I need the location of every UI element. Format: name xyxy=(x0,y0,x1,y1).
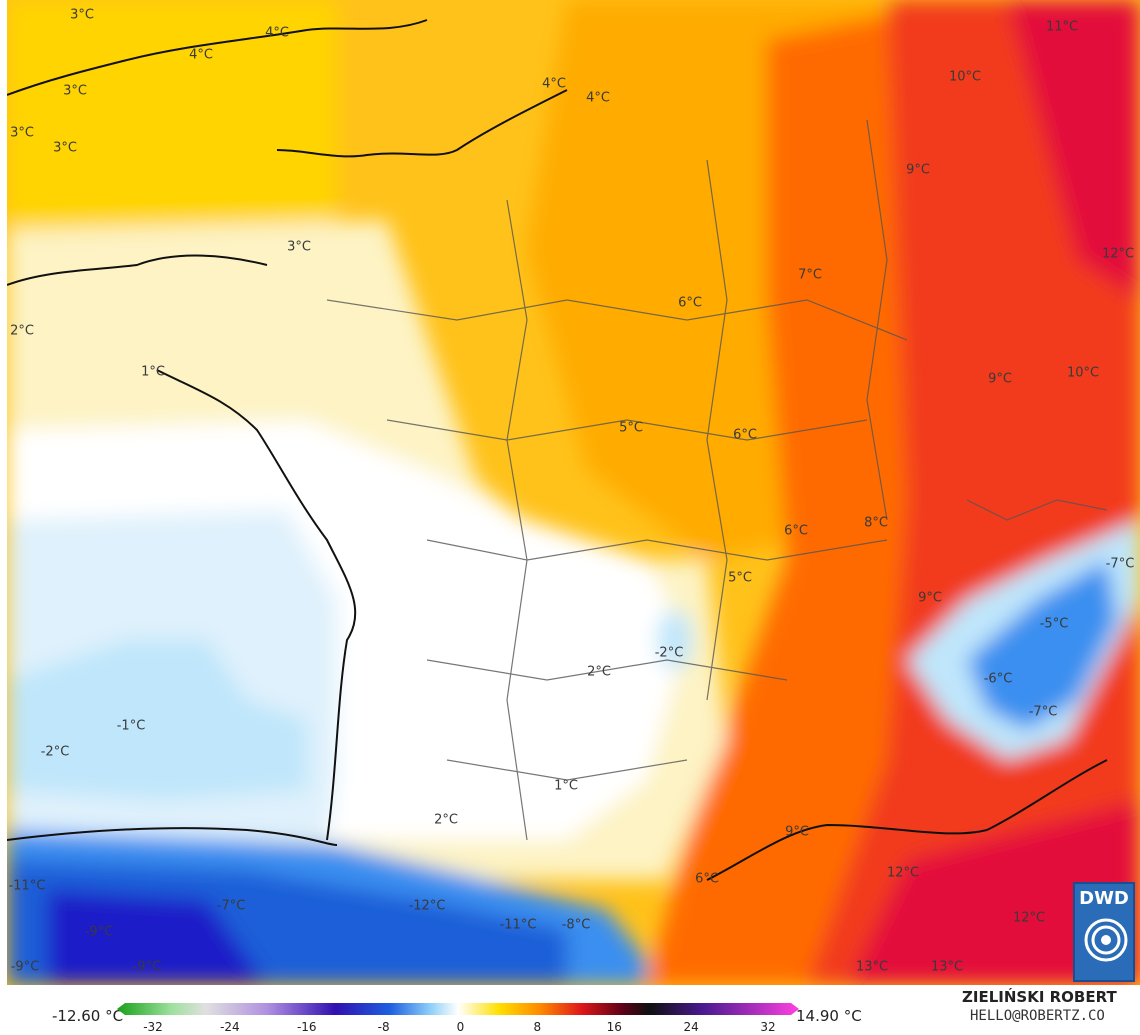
temperature-label: 2°C xyxy=(434,812,458,828)
temperature-label: 12°C xyxy=(1012,910,1046,926)
temperature-label: 2°C xyxy=(10,323,34,339)
colorbar-tick-label: -24 xyxy=(220,1020,240,1034)
dwd-logo: DWD xyxy=(1073,882,1135,982)
temperature-label: -11°C xyxy=(499,917,537,933)
temperature-label: -1°C xyxy=(116,718,146,734)
temperature-label: 13°C xyxy=(855,959,889,975)
author-email: HELLO@ROBERTZ.CO xyxy=(970,1008,1105,1024)
temperature-label: 6°C xyxy=(784,523,808,539)
temperature-label: 5°C xyxy=(619,420,643,436)
temperature-label: 6°C xyxy=(678,295,702,311)
temperature-label: 3°C xyxy=(53,140,77,156)
temperature-label: 4°C xyxy=(265,25,289,41)
colorbar-tick-label: 16 xyxy=(606,1020,622,1034)
temperature-label: -5°C xyxy=(1039,616,1069,632)
temperature-label: 9°C xyxy=(785,824,809,840)
temperature-label: 12°C xyxy=(886,865,920,881)
temperature-label: 3°C xyxy=(70,7,94,23)
temperature-label: -7°C xyxy=(216,898,246,914)
temperature-label: -8°C xyxy=(561,917,591,933)
colorbar-tick-label: 0 xyxy=(456,1020,465,1034)
temperature-label: 8°C xyxy=(864,515,888,531)
temperature-label: 6°C xyxy=(733,427,757,443)
colorbar-tick-label: 8 xyxy=(533,1020,542,1034)
author-credit: ZIELIŃSKI ROBERT xyxy=(962,988,1117,1006)
temperature-label: -2°C xyxy=(654,645,684,661)
temperature-label: 3°C xyxy=(287,239,311,255)
temperature-label: 1°C xyxy=(554,778,578,794)
temperature-label: 10°C xyxy=(1066,365,1100,381)
temperature-label: 4°C xyxy=(189,47,213,63)
colorbar xyxy=(117,1003,799,1015)
temperature-label: 2°C xyxy=(587,664,611,680)
legend-max-label: 14.90 °C xyxy=(796,1007,862,1025)
temperature-label: 13°C xyxy=(930,959,964,975)
temperature-label: 10°C xyxy=(948,69,982,85)
temperature-label: -7°C xyxy=(1105,556,1135,572)
colorbar-tick-label: 24 xyxy=(683,1020,699,1034)
temperature-label: 9°C xyxy=(988,371,1012,387)
temperature-label: 4°C xyxy=(542,76,566,92)
temperature-label: -6°C xyxy=(983,671,1013,687)
colorbar-tick-label: -8 xyxy=(377,1020,390,1034)
temperature-label: 3°C xyxy=(63,83,87,99)
temperature-label: -2°C xyxy=(40,744,70,760)
swirl-icon xyxy=(1084,918,1128,962)
temperature-map xyxy=(7,0,1140,985)
temperature-label: 9°C xyxy=(906,162,930,178)
colorbar-tick-label: 32 xyxy=(760,1020,776,1034)
temperature-label: 9°C xyxy=(918,590,942,606)
temperature-label: -7°C xyxy=(1028,704,1058,720)
dwd-logo-text: DWD xyxy=(1079,888,1129,909)
temperature-field xyxy=(7,0,1140,985)
temperature-label: 1°C xyxy=(141,364,165,380)
colorbar-tick-label: -32 xyxy=(143,1020,163,1034)
temperature-label: 11°C xyxy=(1045,19,1079,35)
temperature-label: 3°C xyxy=(10,125,34,141)
temperature-label: -9°C xyxy=(84,924,114,940)
temperature-label: -11°C xyxy=(8,878,46,894)
temperature-label: 5°C xyxy=(728,570,752,586)
legend-min-label: -12.60 °C xyxy=(52,1007,124,1025)
colorbar-tick-label: -16 xyxy=(296,1020,317,1034)
temperature-label: 4°C xyxy=(586,90,610,106)
temperature-label: -9°C xyxy=(10,959,40,975)
temperature-label: 6°C xyxy=(695,871,719,887)
temperature-label: 7°C xyxy=(798,267,822,283)
temperature-label: 12°C xyxy=(1101,246,1135,262)
temperature-label: -12°C xyxy=(408,898,446,914)
temperature-label: -9°C xyxy=(132,959,162,975)
